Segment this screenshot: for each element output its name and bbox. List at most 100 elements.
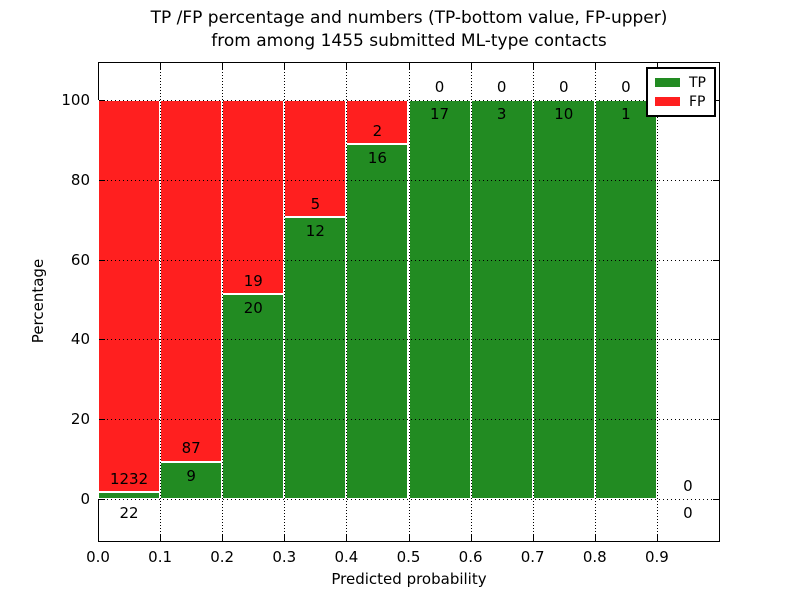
y-tick-label: 60 xyxy=(70,250,90,269)
fp-count-label: 0 xyxy=(621,77,631,96)
y-tick-mark xyxy=(713,100,719,101)
y-tick-label: 80 xyxy=(70,170,90,189)
y-tick-mark xyxy=(713,179,719,181)
tp-bar-segment xyxy=(98,492,161,499)
tp-count-label: 10 xyxy=(554,105,574,123)
y-tick-mark xyxy=(713,339,719,341)
tp-bar-segment xyxy=(284,217,347,499)
plot-area: 1232 22 87 9 19 20 5 12 2 16 0 17 0 3 0 10 0 1 0 0 xyxy=(98,62,720,542)
x-gridline xyxy=(470,63,472,541)
fp-legend-label: FP xyxy=(689,93,706,110)
y-tick-mark xyxy=(99,419,105,421)
x-gridline xyxy=(284,63,286,541)
fp-count-label: 19 xyxy=(243,271,263,290)
x-tick-mark xyxy=(284,535,286,541)
x-gridline xyxy=(160,63,162,541)
fp-count-label: 0 xyxy=(496,77,507,96)
x-tick-mark xyxy=(222,63,224,69)
tp-bar-segment xyxy=(408,100,471,499)
x-tick-mark xyxy=(656,535,658,541)
x-axis-label: Predicted probability xyxy=(331,570,487,588)
tp-count-label: 0 xyxy=(683,504,693,522)
x-tick-mark xyxy=(594,535,596,541)
x-tick-mark xyxy=(160,63,162,69)
chart-title-line1: TP /FP percentage and numbers (TP-bottom… xyxy=(150,8,668,28)
x-gridline xyxy=(346,63,348,541)
y-tick-mark xyxy=(99,179,105,181)
x-gridline xyxy=(594,63,596,541)
y-tick-label: 40 xyxy=(70,330,90,349)
x-gridline xyxy=(656,63,658,541)
y-tick-mark xyxy=(713,419,719,421)
legend: TP FP xyxy=(646,67,716,117)
x-tick-mark xyxy=(532,63,534,69)
y-tick-mark xyxy=(713,259,719,261)
fp-count-label: 0 xyxy=(434,77,445,96)
tp-bar-segment xyxy=(222,294,285,499)
x-gridline xyxy=(408,63,410,541)
x-tick-label: 0.3 xyxy=(272,548,297,566)
x-tick-mark xyxy=(346,63,348,69)
x-tick-label: 0.1 xyxy=(148,548,173,566)
y-tick-mark xyxy=(99,259,105,261)
chart-title-line2: from among 1455 submitted ML-type contac… xyxy=(211,31,607,51)
x-tick-mark xyxy=(470,535,472,541)
tp-count-label: 12 xyxy=(305,222,325,241)
fp-bar-segment xyxy=(98,100,161,492)
x-tick-label: 0.9 xyxy=(644,548,669,566)
x-tick-mark xyxy=(532,535,534,541)
x-tick-mark xyxy=(408,535,410,541)
x-tick-label: 0.2 xyxy=(210,548,235,566)
x-tick-mark xyxy=(284,63,286,69)
y-tick-label: 20 xyxy=(70,410,90,429)
y-tick-mark xyxy=(713,499,719,500)
x-tick-mark xyxy=(656,63,658,69)
x-tick-mark xyxy=(98,63,99,69)
tp-legend-label: TP xyxy=(689,74,706,91)
tp-legend-swatch xyxy=(655,78,680,87)
tp-bar-segment xyxy=(346,144,409,499)
tp-count-label: 17 xyxy=(430,105,450,123)
tp-count-label: 9 xyxy=(186,466,196,485)
fp-bar-segment xyxy=(284,100,347,218)
tp-bar-segment xyxy=(470,100,533,499)
fp-count-label: 1232 xyxy=(109,469,149,488)
x-tick-mark xyxy=(594,63,596,69)
x-tick-mark xyxy=(160,535,162,541)
fp-count-label: 5 xyxy=(310,194,321,213)
x-tick-mark xyxy=(222,535,224,541)
chart-title: TP /FP percentage and numbers (TP-bottom… xyxy=(98,7,720,53)
fp-count-label: 2 xyxy=(372,121,383,140)
fp-count-label: 0 xyxy=(683,476,693,495)
y-tick-mark xyxy=(99,339,105,341)
tp-bar-segment xyxy=(532,100,595,499)
tp-bar-segment xyxy=(160,461,223,499)
x-gridline xyxy=(222,63,224,541)
x-tick-label: 0.5 xyxy=(396,548,421,566)
fp-legend-swatch xyxy=(655,97,680,106)
tp-count-label: 20 xyxy=(243,299,263,318)
tp-bar-segment xyxy=(594,100,657,499)
x-tick-mark xyxy=(346,535,348,541)
y-tick-mark xyxy=(99,499,105,500)
tp-count-label: 1 xyxy=(621,105,631,123)
tp-count-label: 16 xyxy=(367,149,387,168)
tp-count-label: 3 xyxy=(496,105,507,123)
fp-count-label: 87 xyxy=(181,439,201,458)
y-tick-mark xyxy=(99,100,105,101)
y-tick-label: 100 xyxy=(61,91,90,109)
x-tick-mark xyxy=(470,63,472,69)
y-tick-label: 0 xyxy=(80,490,90,508)
fp-bar-segment xyxy=(222,100,285,295)
x-tick-label: 0.4 xyxy=(334,548,359,566)
fp-count-label: 0 xyxy=(558,77,569,96)
x-tick-mark xyxy=(408,63,410,69)
x-tick-label: 0.6 xyxy=(458,548,483,566)
legend-entry-tp: TP xyxy=(655,73,706,92)
legend-entry-fp: FP xyxy=(655,92,706,111)
x-tick-label: 0.8 xyxy=(582,548,607,566)
x-tick-label: 0.7 xyxy=(520,548,545,566)
x-tick-label: 0.0 xyxy=(86,548,110,566)
fp-bar-segment xyxy=(160,100,223,462)
